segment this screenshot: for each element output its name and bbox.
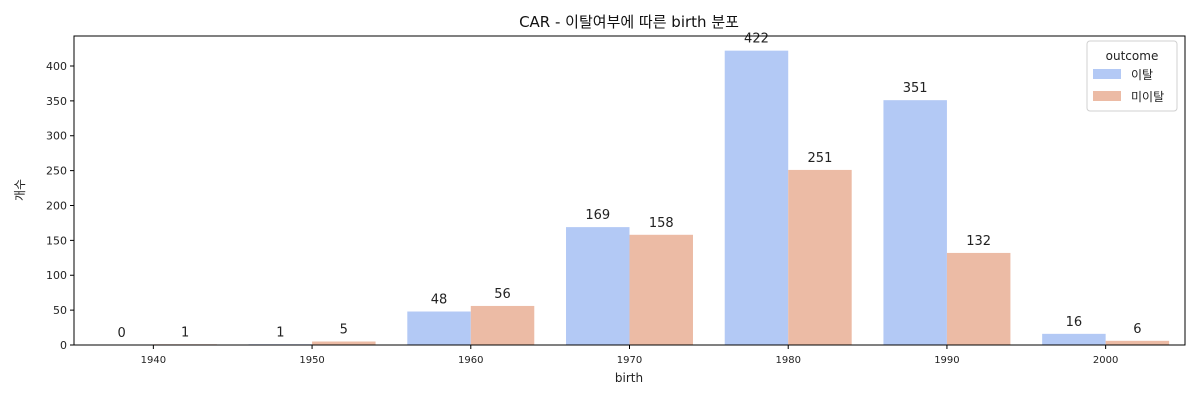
bar-no-churn-1970 [629, 234, 693, 345]
y-tick-label: 400 [46, 60, 67, 73]
y-tick-label: 100 [46, 269, 67, 282]
x-tick-label: 1980 [775, 355, 800, 366]
data-label: 16 [1066, 315, 1083, 330]
data-label: 5 [340, 323, 348, 338]
y-tick-label: 0 [60, 339, 67, 352]
y-tick-label: 350 [46, 95, 67, 108]
data-label: 6 [1133, 322, 1141, 337]
data-label: 48 [431, 293, 448, 308]
data-label: 1 [276, 325, 284, 340]
data-label: 158 [649, 216, 674, 231]
bar-no-churn-1980 [788, 169, 852, 345]
x-tick-label: 1970 [617, 355, 642, 366]
legend-swatch-no-churn [1093, 91, 1121, 101]
legend: outcome 이탈 미이탈 [1086, 40, 1178, 112]
x-tick-label: 1960 [458, 355, 483, 366]
y-tick-label: 150 [46, 234, 67, 247]
x-axis-label: birth [615, 371, 643, 385]
data-label: 0 [117, 326, 125, 341]
x-tick-label: 2000 [1093, 355, 1118, 366]
legend-title: outcome [1106, 49, 1159, 63]
bar-no-churn-1950 [312, 341, 376, 345]
bar-no-churn-1960 [470, 305, 535, 345]
bar-churn-1970 [566, 227, 630, 345]
data-label: 56 [494, 287, 511, 302]
legend-label-no-churn: 미이탈 [1131, 90, 1164, 104]
data-label: 132 [966, 234, 991, 249]
bar-churn-1980 [724, 50, 789, 346]
bar-churn-1990 [883, 100, 947, 345]
bar-churn-2000 [1042, 333, 1106, 345]
y-tick-label: 300 [46, 130, 67, 143]
x-tick-label: 1940 [141, 355, 166, 366]
bar-churn-1960 [407, 311, 471, 345]
y-tick-label: 50 [53, 304, 67, 317]
y-axis-label: 개수 [13, 179, 27, 201]
bar-no-churn-2000 [1105, 340, 1170, 345]
data-label: 422 [744, 32, 769, 47]
data-label: 251 [808, 151, 833, 166]
legend-label-churn: 이탈 [1131, 68, 1153, 82]
plot-area: 0 1 48 169 422 351 16 1 5 56 158 251 132 6 0 50 100 150 20… [46, 32, 1186, 366]
data-label: 1 [181, 325, 189, 340]
data-label: 169 [585, 208, 610, 223]
data-label: 351 [903, 81, 928, 96]
legend-swatch-churn [1093, 69, 1121, 79]
y-tick-label: 250 [46, 165, 67, 178]
x-tick-label: 1990 [934, 355, 959, 366]
x-tick-label: 1950 [299, 355, 324, 366]
y-tick-label: 200 [46, 199, 67, 212]
bar-no-churn-1990 [946, 252, 1011, 345]
chart-title: CAR - 이탈여부에 따른 birth 분포 [519, 13, 739, 31]
